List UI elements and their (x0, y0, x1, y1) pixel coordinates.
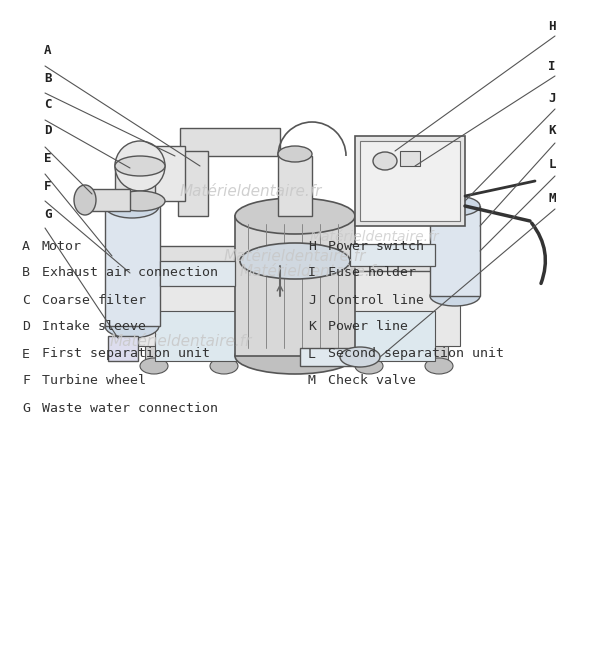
Ellipse shape (235, 338, 355, 374)
FancyBboxPatch shape (430, 266, 448, 366)
Text: Matérieldentaire.fr: Matérieldentaire.fr (310, 230, 440, 244)
Text: J: J (548, 91, 556, 104)
Text: K: K (548, 125, 556, 138)
Ellipse shape (373, 152, 397, 170)
Text: Turbine wheel: Turbine wheel (42, 375, 146, 388)
FancyBboxPatch shape (115, 161, 165, 201)
Text: Matérieldentaire.fr: Matérieldentaire.fr (224, 249, 366, 264)
Text: B: B (44, 72, 52, 85)
Text: H: H (548, 20, 556, 33)
Text: F: F (22, 375, 30, 388)
Text: M: M (308, 375, 316, 388)
Text: B: B (22, 266, 30, 279)
Text: H: H (308, 239, 316, 253)
Text: E: E (44, 152, 52, 165)
Ellipse shape (115, 156, 165, 176)
Text: C: C (44, 98, 52, 110)
FancyBboxPatch shape (215, 266, 233, 366)
Text: J: J (308, 293, 316, 306)
FancyBboxPatch shape (160, 261, 235, 286)
Ellipse shape (425, 358, 453, 374)
Text: Fuse holder: Fuse holder (328, 266, 416, 279)
Ellipse shape (340, 347, 380, 367)
FancyBboxPatch shape (115, 246, 475, 271)
Text: D: D (22, 321, 30, 333)
Text: K: K (308, 321, 316, 333)
FancyBboxPatch shape (355, 136, 465, 226)
Ellipse shape (115, 191, 165, 211)
Text: Power switch: Power switch (328, 239, 424, 253)
Ellipse shape (74, 185, 96, 215)
FancyBboxPatch shape (300, 348, 360, 366)
FancyBboxPatch shape (400, 151, 420, 166)
Text: Waste water connection: Waste water connection (42, 401, 218, 415)
Text: A: A (22, 239, 30, 253)
Text: Second separation unit: Second separation unit (328, 348, 504, 361)
Ellipse shape (105, 314, 159, 338)
Text: E: E (22, 348, 30, 361)
Ellipse shape (430, 286, 480, 306)
Ellipse shape (105, 194, 159, 218)
Text: First separation unit: First separation unit (42, 348, 210, 361)
Text: I: I (548, 60, 556, 73)
Text: L: L (308, 348, 316, 361)
Ellipse shape (140, 358, 168, 374)
FancyBboxPatch shape (180, 128, 280, 156)
Text: Matérieldentaire.fr: Matérieldentaire.fr (180, 184, 322, 199)
Ellipse shape (240, 243, 350, 279)
Text: Matérieldentaire.fr: Matérieldentaire.fr (240, 264, 382, 279)
FancyBboxPatch shape (350, 244, 435, 266)
Text: Intake sleeve: Intake sleeve (42, 321, 146, 333)
Text: Matérieldentaire.fr: Matérieldentaire.fr (110, 334, 253, 349)
FancyArrowPatch shape (532, 223, 545, 283)
Ellipse shape (235, 198, 355, 234)
Text: Check valve: Check valve (328, 375, 416, 388)
FancyBboxPatch shape (360, 141, 460, 221)
Text: Coarse filter: Coarse filter (42, 293, 146, 306)
FancyBboxPatch shape (360, 266, 378, 366)
Ellipse shape (355, 358, 383, 374)
Ellipse shape (430, 196, 480, 216)
Text: D: D (44, 125, 52, 138)
FancyBboxPatch shape (278, 156, 312, 216)
FancyBboxPatch shape (105, 206, 160, 326)
FancyBboxPatch shape (235, 216, 355, 356)
Text: A: A (44, 43, 52, 56)
FancyBboxPatch shape (130, 266, 460, 346)
Text: Power line: Power line (328, 321, 408, 333)
Text: L: L (548, 157, 556, 171)
Text: I: I (308, 266, 316, 279)
FancyBboxPatch shape (430, 206, 480, 296)
Text: Exhaust air connection: Exhaust air connection (42, 266, 218, 279)
FancyBboxPatch shape (155, 146, 185, 201)
Circle shape (115, 141, 165, 191)
FancyBboxPatch shape (145, 266, 163, 366)
Ellipse shape (278, 146, 312, 162)
FancyBboxPatch shape (108, 336, 138, 361)
Text: M: M (548, 192, 556, 205)
Ellipse shape (210, 358, 238, 374)
Text: G: G (44, 207, 52, 220)
FancyBboxPatch shape (85, 189, 130, 211)
Text: Motor: Motor (42, 239, 82, 253)
Text: C: C (22, 293, 30, 306)
FancyBboxPatch shape (155, 311, 435, 361)
Text: F: F (44, 180, 52, 194)
Text: Control line: Control line (328, 293, 424, 306)
Text: G: G (22, 401, 30, 415)
FancyBboxPatch shape (178, 151, 208, 216)
